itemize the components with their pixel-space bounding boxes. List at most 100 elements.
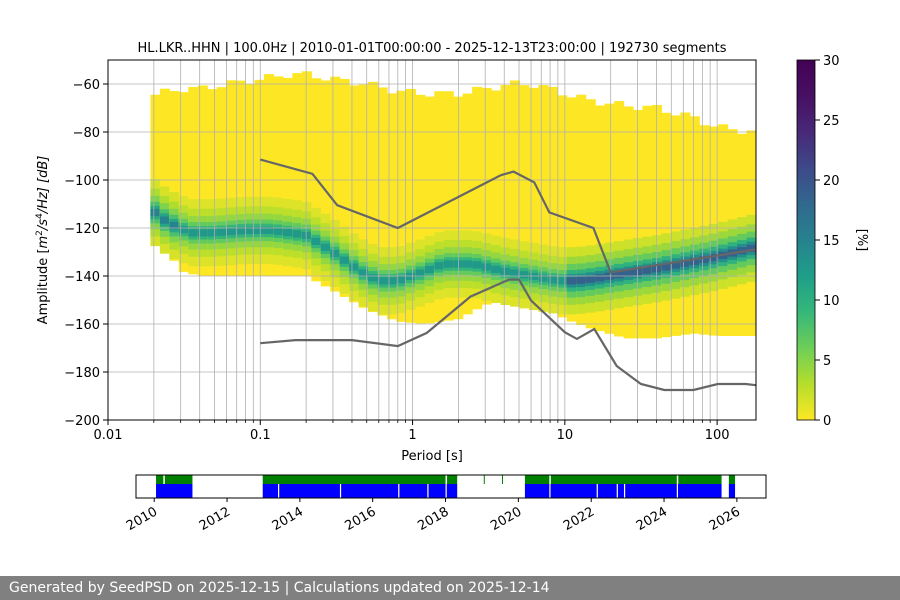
heatmap-cell [595,274,606,282]
heatmap-cell [339,256,350,264]
heatmap-cell [159,216,170,224]
heatmap-cell [585,275,596,283]
heatmap-cell [292,230,303,238]
heatmap-cell [226,80,237,276]
heatmap-cell [614,101,625,337]
heatmap-cell [576,276,587,284]
heatmap-cell [680,112,691,335]
heatmap-cell [320,243,331,251]
heatmap-cell [178,226,189,234]
heatmap-cell [576,94,587,325]
timeline-tick-label: 2010 [124,504,160,534]
x-tick-label: 10 [557,428,574,443]
timeline-data-available-bar [501,475,503,484]
heatmap-cell [197,85,208,276]
noise-model-line [260,278,756,392]
heatmap-cell [226,227,237,236]
heatmap-cell [472,261,483,269]
heatmap-cell [358,84,369,308]
timeline-gap [549,484,551,498]
plot-frame [107,59,757,421]
heatmap-cell [159,88,170,250]
heatmap-cell [254,79,265,276]
heatmap-cell [216,87,227,276]
x-tick-label: 100 [705,428,730,443]
timeline-tick-label: 2024 [634,504,670,534]
heatmap-cell [150,208,161,217]
timeline-tick-label: 2012 [197,504,233,534]
heatmap-cell [282,228,293,237]
heatmap-cell [188,229,199,237]
heatmap-cell [519,85,530,300]
heatmap-cell [424,265,435,274]
y-tick-label: −80 [73,126,100,141]
heatmap-cell [491,265,502,273]
heatmap-cell [491,90,502,303]
colorbar-tick-label: 0 [823,414,831,429]
heatmap-cell [699,255,710,264]
timeline-tick-label: 2016 [343,504,379,534]
colorbar-tick-label: 5 [823,354,831,369]
heatmap-cell [623,106,634,339]
timeline-gap [596,484,598,498]
heatmap-cell [443,260,454,268]
noise-model-lines [260,158,756,392]
timeline-gap [278,484,280,498]
heatmap-cell [642,266,653,274]
heatmap-cell [320,80,331,287]
y-tick-label: −140 [64,270,100,285]
heatmap-cell [538,274,549,282]
colorbar-ticks: 0 5 10 15 20 25 30 [815,54,840,429]
heatmap-cell [528,272,539,281]
y-tick-label: −60 [73,78,100,93]
heatmap-cell [595,105,606,332]
heatmap-cell [349,85,360,303]
footer-text: Generated by SeedPSD on 2025-12-15 | Cal… [9,580,550,596]
heatmap-cell [528,87,539,302]
timeline-tick-label: 2020 [488,504,524,534]
heatmap-cell [481,263,492,271]
heatmap-cell [566,277,577,285]
heatmap-cell [538,85,549,307]
noise-model-line [260,158,756,274]
heatmap-cell [415,94,426,324]
heatmap-cell [651,265,662,273]
heatmap-cell [207,229,218,237]
heatmap-cell [405,272,416,281]
timeline-data-available-bar [262,475,458,484]
x-axis-ticks: 0.01 0.1 1 10 100 [94,420,730,443]
heatmap-cell [642,105,653,339]
heatmap-cell [509,269,521,277]
heatmap-cell [670,115,681,336]
heatmap-cell [651,104,662,339]
timeline-gap [398,484,400,498]
timeline-gap [549,475,551,484]
footer-bar: Generated by SeedPSD on 2025-12-15 | Cal… [0,576,900,600]
y-tick-label: −180 [64,366,100,381]
timeline-frame [135,474,767,499]
heatmap-cell [415,269,426,277]
heatmap-cell [330,76,341,292]
timeline-tick-label: 2014 [270,504,306,534]
heatmap-cell [292,73,303,276]
y-tick-label: −200 [64,414,100,429]
heatmap-cell [188,87,199,275]
heatmap-cell [150,94,161,244]
heatmap-cell [557,95,568,318]
y-tick-label: −160 [64,318,100,333]
timeline-processed-bar [262,484,458,498]
heatmap-cell [500,84,511,302]
timeline-tick-label: 2018 [415,504,451,534]
heatmap-cell [670,261,681,269]
heatmap-cell [311,237,322,246]
timeline-gap [163,475,165,484]
heatmap-cell [301,71,312,277]
timeline-data-available-bar [524,475,722,484]
timeline-tick-label: 2026 [707,504,743,534]
y-tick-label: −100 [64,174,100,189]
heatmap-cell [273,227,284,235]
heatmap-cell [557,277,568,285]
chart-title: HL.LKR..HHN | 100.0Hz | 2010-01-01T00:00… [137,41,726,56]
heatmap-cell [330,249,341,258]
heatmap-cell [519,271,530,279]
